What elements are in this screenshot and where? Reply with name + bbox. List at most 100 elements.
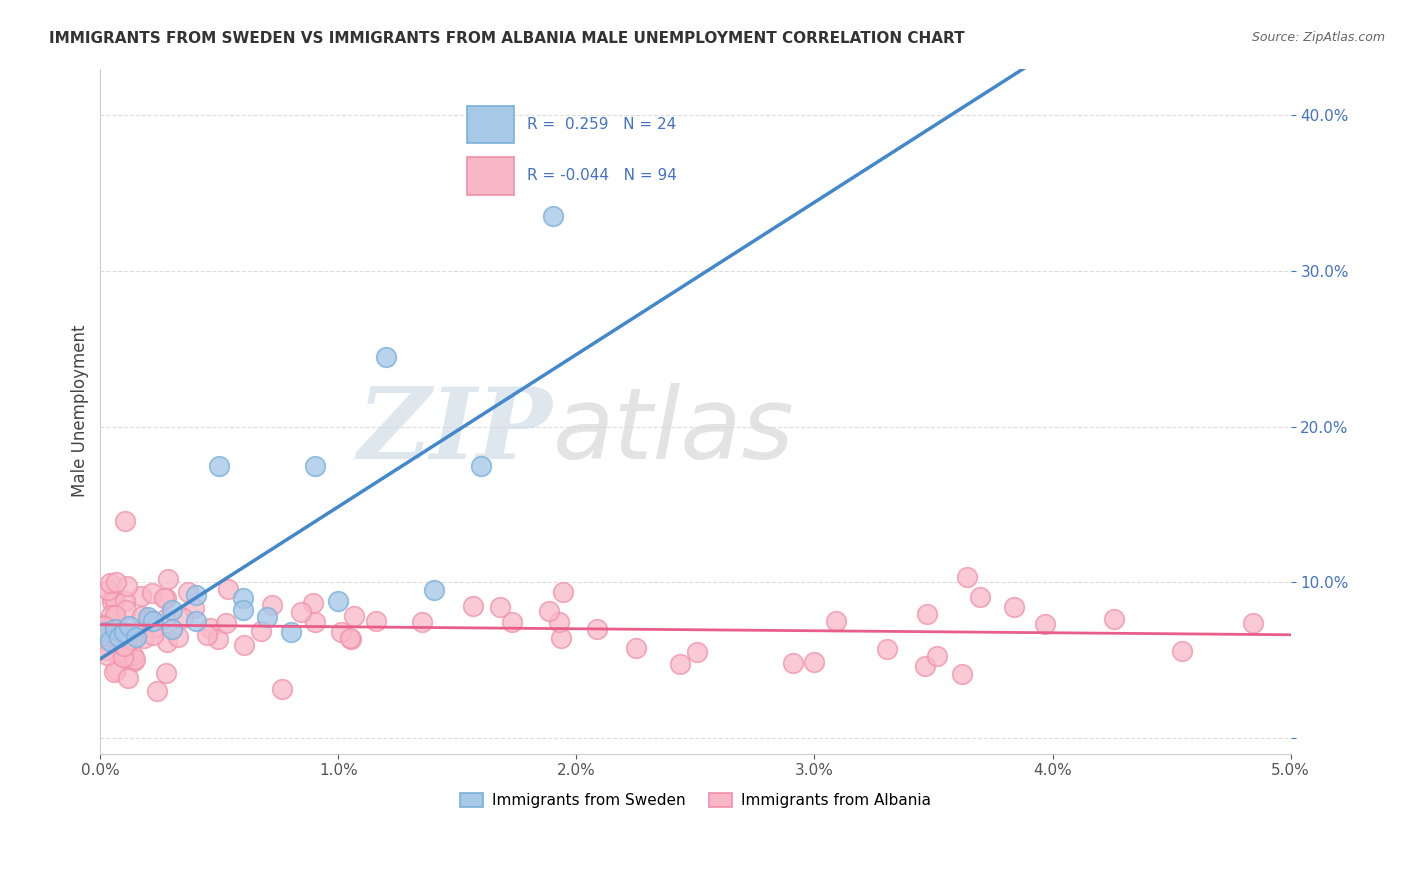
Point xyxy=(153,591,176,605)
Point xyxy=(927,649,949,664)
Point xyxy=(1004,600,1026,615)
Point xyxy=(271,681,294,696)
Point xyxy=(330,625,353,640)
Point xyxy=(489,599,512,614)
Point xyxy=(172,611,194,625)
Point xyxy=(111,649,134,664)
Point xyxy=(669,657,692,671)
Text: atlas: atlas xyxy=(553,383,794,480)
Point xyxy=(105,647,128,661)
Point xyxy=(104,609,127,624)
Point xyxy=(1170,644,1192,658)
Point xyxy=(208,458,231,473)
Point xyxy=(103,665,125,680)
Point xyxy=(131,609,153,624)
Point xyxy=(422,582,444,597)
Point xyxy=(105,663,128,677)
Point xyxy=(256,609,278,624)
Point xyxy=(98,576,121,591)
Point xyxy=(411,615,433,629)
Point xyxy=(461,599,484,614)
Point xyxy=(160,622,183,636)
Point xyxy=(1243,615,1265,630)
Point xyxy=(1102,612,1125,626)
Point xyxy=(914,659,936,673)
Text: IMMIGRANTS FROM SWEDEN VS IMMIGRANTS FROM ALBANIA MALE UNEMPLOYMENT CORRELATION : IMMIGRANTS FROM SWEDEN VS IMMIGRANTS FRO… xyxy=(49,31,965,46)
Point xyxy=(136,609,159,624)
Legend: Immigrants from Sweden, Immigrants from Albania: Immigrants from Sweden, Immigrants from … xyxy=(454,787,936,814)
Point xyxy=(117,671,139,685)
Point xyxy=(111,627,134,641)
Point xyxy=(167,630,190,644)
Point xyxy=(339,632,361,646)
Point xyxy=(94,643,117,657)
Point xyxy=(586,622,609,636)
Point xyxy=(215,615,238,630)
Point xyxy=(339,631,361,645)
Point xyxy=(624,640,647,655)
Point xyxy=(550,631,572,645)
Text: ZIP: ZIP xyxy=(357,384,553,480)
Point xyxy=(122,648,145,662)
Point xyxy=(155,665,177,680)
Point xyxy=(90,624,112,639)
Point xyxy=(177,584,200,599)
Point xyxy=(537,603,560,617)
Point xyxy=(129,589,152,603)
Point xyxy=(195,628,218,642)
Point xyxy=(142,614,165,628)
Point xyxy=(101,591,124,605)
Point xyxy=(541,210,564,224)
Point xyxy=(915,607,938,622)
Point xyxy=(250,624,273,638)
Point xyxy=(115,651,138,665)
Point xyxy=(125,630,148,644)
Point xyxy=(280,625,302,640)
Point xyxy=(304,615,326,629)
Point xyxy=(112,640,135,654)
Point xyxy=(301,596,323,610)
Point xyxy=(101,595,124,609)
Point xyxy=(97,582,120,597)
Point xyxy=(824,614,846,628)
Point xyxy=(1035,616,1057,631)
Point xyxy=(260,598,283,612)
Point xyxy=(104,575,127,590)
Point xyxy=(104,592,127,607)
Point xyxy=(366,614,388,628)
Point xyxy=(155,591,177,606)
Point xyxy=(96,648,118,663)
Point xyxy=(184,588,207,602)
Point xyxy=(876,642,898,657)
Y-axis label: Male Unemployment: Male Unemployment xyxy=(72,325,89,497)
Point xyxy=(142,628,165,642)
Point xyxy=(91,628,114,642)
Point xyxy=(232,591,254,605)
Point xyxy=(343,608,366,623)
Point xyxy=(969,590,991,604)
Point xyxy=(232,603,254,617)
Point xyxy=(121,632,143,647)
Point xyxy=(155,612,177,626)
Point xyxy=(114,514,136,528)
Point xyxy=(183,600,205,615)
Point xyxy=(146,684,169,698)
Point xyxy=(142,621,165,635)
Point xyxy=(375,350,398,364)
Point xyxy=(93,619,115,633)
Point xyxy=(98,634,121,648)
Point xyxy=(100,608,122,623)
Point xyxy=(304,458,326,473)
Point xyxy=(112,625,135,640)
Point xyxy=(138,614,160,628)
Point xyxy=(207,632,229,647)
Point xyxy=(198,621,221,635)
Point xyxy=(782,657,804,671)
Point xyxy=(94,625,117,640)
Point xyxy=(217,582,239,596)
Point xyxy=(160,603,183,617)
Point xyxy=(956,570,979,584)
Point xyxy=(553,585,575,599)
Point xyxy=(93,625,115,640)
Point xyxy=(184,614,207,628)
